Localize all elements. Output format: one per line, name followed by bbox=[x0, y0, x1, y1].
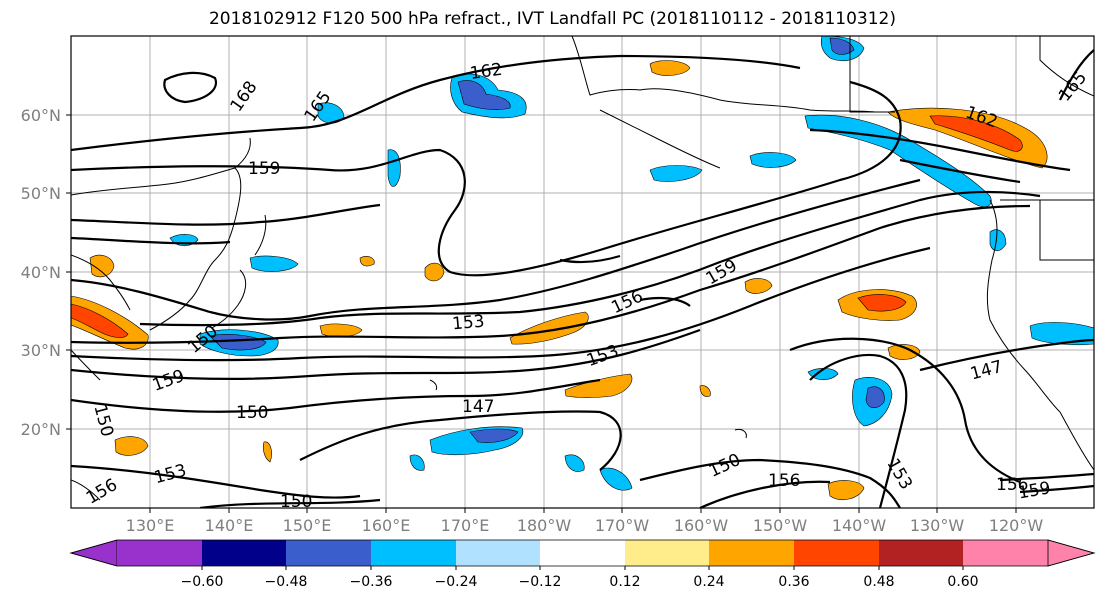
lon-label: 150°W bbox=[753, 516, 808, 535]
colorbar-tick-label: 0.60 bbox=[947, 574, 978, 590]
lat-label: 20°N bbox=[21, 420, 61, 439]
colorbar-tick-label: 0.24 bbox=[693, 574, 724, 590]
ivt-patch-small-4 bbox=[887, 344, 921, 360]
lon-label: 170°W bbox=[595, 516, 650, 535]
ivt-patch-gulf-alaska bbox=[887, 107, 1048, 169]
colorbar-tick-label: −0.36 bbox=[350, 574, 393, 590]
ivt-patch-small-d bbox=[649, 165, 703, 182]
contour-label: 162 bbox=[469, 60, 504, 84]
colorbar-segment bbox=[202, 540, 286, 566]
ivt-patch-alaska-coast bbox=[804, 114, 992, 208]
lat-label: 60°N bbox=[21, 106, 61, 125]
colorbar-segment bbox=[117, 540, 202, 566]
longitude-axis: 130°E 140°E 150°E 160°E 170°E 180°W 170°… bbox=[126, 508, 1044, 535]
contour-label: 153 bbox=[451, 312, 485, 335]
colorbar-tick-label: −0.24 bbox=[435, 574, 478, 590]
colorbar-extend-low bbox=[69, 539, 118, 567]
contour-label: 147 bbox=[462, 397, 494, 417]
lon-label: 160°W bbox=[674, 516, 729, 535]
colorbar-segment bbox=[794, 540, 879, 566]
ivt-patch-small-k bbox=[807, 368, 839, 381]
lon-label: 130°E bbox=[126, 516, 175, 535]
ivt-patch-small-g bbox=[1029, 322, 1094, 346]
ivt-patch-small-3 bbox=[744, 278, 773, 294]
lon-label: 120°W bbox=[989, 516, 1044, 535]
refractivity-contours bbox=[71, 49, 1094, 508]
colorbar-tick-label: −0.12 bbox=[519, 574, 562, 590]
ivt-patch-hawaii-core bbox=[469, 428, 519, 443]
lat-label: 40°N bbox=[21, 263, 61, 282]
ivt-patch-gulf-alaska-core bbox=[929, 115, 1023, 152]
ivt-patch-small-c bbox=[249, 255, 299, 272]
ivt-patch-small-5 bbox=[827, 480, 865, 500]
colorbar-tick-label: 0.36 bbox=[778, 574, 809, 590]
ivt-patch-arctic-core bbox=[829, 37, 855, 55]
ivt-patch-east-pacific-core bbox=[857, 294, 907, 312]
ivt-patch-small-6 bbox=[649, 60, 691, 76]
colorbar-segment bbox=[879, 540, 963, 566]
ivt-positive-patches bbox=[71, 60, 1048, 500]
coastlines bbox=[71, 36, 1094, 501]
colorbar-segment bbox=[709, 540, 794, 566]
lon-label: 130°W bbox=[910, 516, 965, 535]
colorbar-segment bbox=[625, 540, 709, 566]
contour-label: 150 bbox=[280, 492, 312, 512]
colorbar-tick-label: −0.48 bbox=[265, 574, 308, 590]
ivt-patch-small-i bbox=[599, 467, 633, 491]
contour-label: 156 bbox=[768, 471, 800, 491]
ivt-patch-small-h bbox=[564, 454, 585, 472]
lon-label: 140°E bbox=[205, 516, 254, 535]
ivt-patch-bering-core bbox=[457, 80, 511, 110]
lon-label: 160°E bbox=[362, 516, 411, 535]
colorbar-segment bbox=[963, 540, 1048, 566]
colorbar-tick-label: 0.12 bbox=[609, 574, 640, 590]
map-area: 162 168 165 159 162 165 159 156 153 150 … bbox=[71, 36, 1094, 512]
ivt-patch-small-l bbox=[409, 454, 425, 471]
ivt-patch-sw-2 bbox=[114, 436, 149, 456]
ivt-patch-small-7 bbox=[699, 385, 711, 397]
colorbar: −0.60 −0.48 −0.36 −0.24 −0.12 0.12 0.24 … bbox=[69, 539, 1096, 590]
colorbar-tick-label: 0.48 bbox=[863, 574, 894, 590]
lat-label: 30°N bbox=[21, 341, 61, 360]
ivt-patch-east-1-core bbox=[865, 386, 885, 409]
ivt-patch-small-9 bbox=[262, 441, 272, 463]
lon-label: 150°E bbox=[283, 516, 332, 535]
latitude-axis: 60°N 50°N 40°N 30°N 20°N bbox=[21, 106, 71, 439]
ivt-patch-small-e bbox=[749, 152, 797, 168]
ivt-negative-patches bbox=[169, 36, 1094, 491]
contour-label: 156 bbox=[996, 475, 1028, 495]
colorbar-segment bbox=[371, 540, 456, 566]
ivt-patch-japan-core bbox=[71, 303, 129, 338]
ivt-patch-small-1 bbox=[424, 262, 445, 282]
colorbar-tick-label: −0.60 bbox=[181, 574, 224, 590]
lon-label: 180°W bbox=[517, 516, 572, 535]
lon-label: 140°W bbox=[832, 516, 887, 535]
colorbar-extend-high bbox=[1047, 539, 1096, 567]
ivt-patch-small-8 bbox=[359, 256, 375, 267]
colorbar-segment bbox=[540, 540, 625, 566]
contour-label: 159 bbox=[248, 159, 280, 179]
lat-label: 50°N bbox=[21, 184, 61, 203]
ivt-patch-japan-sea-core bbox=[209, 334, 267, 351]
colorbar-segment bbox=[456, 540, 540, 566]
colorbar-segment bbox=[286, 540, 371, 566]
ivt-patch-sw-1 bbox=[89, 254, 115, 278]
map-title: 2018102912 F120 500 hPa refract., IVT La… bbox=[208, 9, 896, 29]
contour-label: 150 bbox=[236, 403, 268, 423]
lon-label: 170°E bbox=[441, 516, 490, 535]
